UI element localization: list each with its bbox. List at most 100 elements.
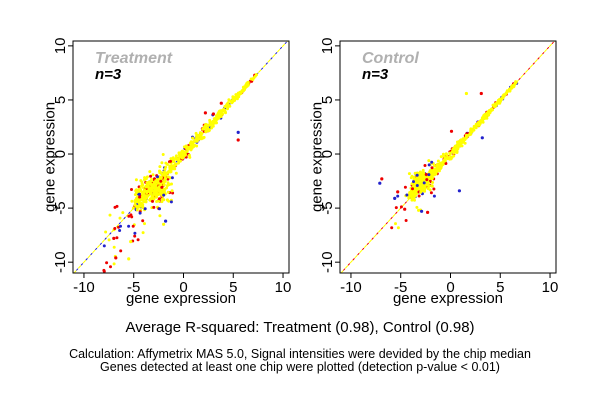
data-point-yellow: [216, 114, 220, 118]
x-tick-label: 10: [542, 279, 559, 296]
data-point-yellow: [159, 176, 163, 180]
data-point-red: [430, 166, 434, 170]
data-point-yellow: [172, 160, 176, 164]
data-point-yellow: [230, 101, 234, 105]
data-point-red: [133, 234, 137, 238]
data-point-yellow: [442, 154, 446, 158]
data-point-red: [127, 214, 131, 218]
data-point-yellow: [421, 168, 425, 172]
data-point-yellow: [199, 134, 203, 138]
data-point-yellow: [498, 100, 502, 104]
data-point-red: [399, 205, 403, 209]
data-point-yellow: [112, 262, 116, 266]
plot-area-treatment: [73, 41, 289, 273]
outlier-point-red: [479, 91, 483, 96]
data-point-blue: [127, 224, 131, 228]
data-point-yellow: [441, 161, 445, 164]
data-point-yellow: [174, 156, 178, 160]
x-tick-label: -5: [127, 279, 140, 296]
data-point-yellow: [449, 155, 453, 159]
data-point-yellow: [456, 143, 460, 147]
data-point-yellow: [165, 162, 169, 166]
calculation-caption-line2: Genes detected at least one chip were pl…: [100, 360, 500, 374]
data-point-yellow: [412, 190, 416, 194]
data-point-yellow: [464, 136, 468, 140]
data-point-yellow: [242, 89, 245, 93]
data-point-yellow: [155, 200, 159, 203]
control-y-axis-label: gene expression: [308, 101, 326, 213]
data-point-red: [152, 205, 156, 209]
data-point-yellow: [188, 155, 192, 159]
data-point-yellow: [162, 183, 166, 187]
outlier-point-red: [426, 210, 430, 214]
outlier-point-red: [203, 111, 207, 115]
data-point-yellow: [250, 77, 254, 81]
data-point-yellow: [151, 173, 155, 177]
data-point-yellow: [430, 176, 434, 180]
data-point-yellow: [143, 176, 147, 180]
data-point-yellow: [143, 222, 146, 226]
data-point-red: [160, 185, 164, 189]
data-point-yellow: [140, 198, 144, 202]
data-point-yellow: [158, 165, 162, 169]
data-point-yellow: [458, 141, 461, 145]
data-point-red: [149, 174, 153, 178]
data-point-yellow: [421, 177, 425, 181]
data-point-yellow: [183, 153, 187, 157]
data-point-yellow: [459, 138, 462, 142]
data-point-yellow: [189, 148, 193, 152]
data-point-yellow: [163, 177, 167, 180]
data-point-yellow: [162, 198, 166, 202]
data-point-yellow: [454, 147, 458, 151]
data-point-yellow: [513, 82, 517, 85]
data-point-yellow: [163, 167, 167, 171]
x-tick-label: -10: [340, 279, 362, 296]
data-point-blue: [412, 180, 415, 184]
data-point-yellow: [140, 203, 144, 207]
data-point-red: [424, 173, 428, 176]
data-point-yellow: [409, 176, 413, 180]
data-point-yellow: [246, 82, 250, 86]
x-tick-label: -10: [73, 279, 95, 296]
data-point-yellow: [201, 127, 205, 131]
outlier-point-yellow: [464, 91, 468, 96]
data-point-yellow: [493, 103, 497, 107]
data-point-yellow: [482, 115, 486, 119]
treatment-n-label: n=3: [95, 66, 122, 83]
y-tick-label: 0: [52, 150, 69, 158]
outlier-point-red: [219, 101, 223, 105]
data-point-blue: [162, 193, 166, 197]
data-point-yellow: [220, 112, 223, 116]
data-point-red: [159, 179, 163, 183]
data-point-yellow: [134, 178, 138, 182]
data-point-yellow: [439, 166, 443, 170]
data-point-yellow: [489, 108, 493, 112]
data-point-yellow: [418, 170, 422, 174]
data-point-yellow: [131, 206, 135, 210]
data-point-yellow: [413, 171, 417, 175]
data-point-blue: [422, 181, 426, 185]
data-point-yellow: [472, 128, 475, 132]
data-point-yellow: [427, 159, 431, 163]
data-point-yellow: [157, 188, 161, 192]
data-point-red: [141, 219, 145, 223]
outlier-point-yellow: [417, 208, 421, 212]
outlier-point-red: [380, 177, 384, 181]
data-point-yellow: [167, 183, 171, 187]
data-point-yellow: [152, 182, 156, 186]
outlier-point-red: [396, 190, 400, 194]
data-point-yellow: [198, 131, 202, 135]
data-point-yellow: [202, 135, 206, 139]
data-point-yellow: [208, 123, 212, 126]
control-x-axis-label: gene expression: [392, 290, 504, 307]
data-point-blue: [170, 176, 174, 180]
data-point-yellow: [226, 107, 229, 111]
data-point-yellow: [177, 161, 180, 165]
data-point-yellow: [139, 188, 143, 192]
data-point-yellow: [431, 181, 435, 184]
data-point-yellow: [140, 182, 144, 186]
data-point-yellow: [156, 193, 160, 197]
data-point-yellow: [189, 144, 193, 148]
data-point-red: [119, 249, 123, 253]
data-point-blue: [415, 173, 419, 177]
